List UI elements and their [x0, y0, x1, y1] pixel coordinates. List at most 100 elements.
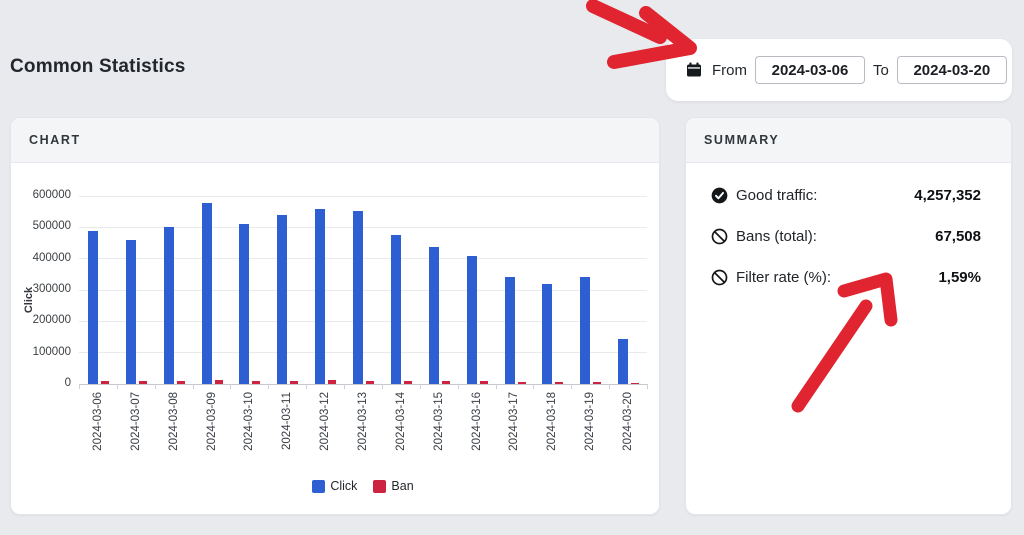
bar-ban-2024-03-09	[214, 380, 223, 384]
axis-tick	[571, 384, 573, 389]
bar-ban-2024-03-15	[441, 381, 450, 384]
bar-ban-2024-03-18	[555, 382, 564, 384]
chart-legend: Click Ban	[79, 479, 647, 493]
chart-panel-header: CHART	[11, 118, 659, 163]
bar-click-2024-03-17	[504, 277, 515, 384]
bar-ban-2024-03-10	[252, 380, 261, 384]
bar-click-2024-03-16	[466, 255, 477, 384]
bar-click-2024-03-15	[428, 247, 439, 384]
bar-click-2024-03-08	[163, 226, 174, 384]
bar-click-2024-03-10	[239, 223, 250, 384]
filter-rate-value: 1,59%	[938, 269, 981, 286]
x-axis: 2024-03-06 2024-03-07 2024-03-08 2024-03-09…	[11, 163, 659, 514]
axis-tick	[344, 384, 346, 389]
axis-tick	[154, 384, 156, 389]
date-from-input[interactable]	[755, 56, 865, 84]
axis-tick	[457, 384, 459, 389]
bar-ban-2024-03-07	[138, 380, 147, 384]
chart-panel: CHART Click 0 100000 200000 300000 400000 500…	[10, 117, 660, 515]
bar-ban-2024-03-14	[403, 380, 412, 384]
axis-tick	[79, 384, 80, 389]
summary-row-filter-rate: Filter rate (%): 1,59%	[711, 257, 981, 298]
x-tick-label: 2024-03-15	[432, 392, 445, 451]
x-tick-label: 2024-03-18	[546, 392, 559, 451]
gridline	[79, 383, 647, 385]
axis-tick	[116, 384, 118, 389]
x-tick-label: 2024-03-19	[584, 392, 597, 451]
summary-row-bans-total: Bans (total): 67,508	[711, 216, 981, 257]
axis-tick	[230, 384, 232, 389]
bar-ban-2024-03-11	[290, 380, 299, 384]
axis-tick	[381, 384, 383, 389]
x-tick-label: 2024-03-14	[394, 392, 407, 451]
bar-click-2024-03-13	[353, 210, 364, 384]
summary-row-good-traffic: Good traffic: 4,257,352	[711, 175, 981, 216]
bar-ban-2024-03-16	[479, 381, 488, 384]
bar-click-2024-03-18	[542, 284, 553, 384]
x-tick-label: 2024-03-17	[508, 392, 521, 451]
summary-panel-header: SUMMARY	[686, 118, 1011, 163]
legend-item-ban: Ban	[373, 479, 414, 493]
ban-icon	[711, 269, 728, 286]
axis-tick	[533, 384, 535, 389]
bar-click-2024-03-11	[277, 215, 288, 384]
axis-tick	[647, 384, 648, 389]
y-tick-label: 200000	[32, 314, 71, 327]
summary-panel: SUMMARY Good traffic: 4,257,352	[685, 117, 1012, 515]
bar-click-2024-03-09	[201, 203, 212, 384]
x-tick-label: 2024-03-16	[470, 392, 483, 451]
y-tick-label: 400000	[32, 251, 71, 264]
bar-ban-2024-03-13	[366, 380, 375, 384]
date-to-label: To	[873, 61, 889, 79]
good-traffic-value: 4,257,352	[914, 187, 981, 204]
axis-tick	[306, 384, 308, 389]
gridline	[79, 195, 647, 197]
bar-ban-2024-03-17	[517, 381, 526, 384]
date-to-input[interactable]	[896, 56, 1007, 84]
x-tick-label: 2024-03-06	[91, 392, 104, 451]
axis-tick	[419, 384, 421, 389]
bar-ban-2024-03-08	[176, 380, 185, 384]
y-tick-label: 500000	[32, 220, 71, 233]
bar-chart: Click 0 100000 200000 300000 400000 500000 600…	[11, 163, 659, 514]
axis-tick	[495, 384, 497, 389]
x-tick-label: 2024-03-10	[243, 392, 256, 451]
plot-area	[79, 195, 648, 389]
bans-total-value: 67,508	[935, 228, 981, 245]
x-tick-label: 2024-03-08	[167, 392, 180, 451]
bar-click-2024-03-19	[580, 276, 591, 384]
x-tick-label: 2024-03-09	[205, 392, 218, 451]
legend-swatch	[312, 479, 326, 493]
legend-item-click: Click	[312, 479, 357, 493]
bar-click-2024-03-07	[125, 240, 136, 384]
y-tick-label: 300000	[32, 283, 71, 295]
y-tick-label: 100000	[32, 345, 71, 358]
bar-ban-2024-03-20	[631, 382, 640, 384]
page-title: Common Statistics	[10, 56, 186, 77]
ban-icon	[711, 228, 728, 245]
x-tick-label: 2024-03-12	[319, 392, 332, 451]
check-circle-icon	[711, 187, 728, 204]
legend-label: Click	[330, 479, 358, 493]
legend-swatch	[373, 479, 387, 493]
bar-ban-2024-03-06	[101, 380, 109, 384]
y-tick-label: 600000	[32, 189, 71, 201]
y-tick-label: 0	[64, 377, 71, 389]
date-from-label: From	[712, 61, 747, 79]
bar-ban-2024-03-19	[593, 381, 602, 384]
filter-rate-label: Filter rate (%):	[736, 269, 832, 286]
bar-click-2024-03-14	[390, 234, 401, 384]
calendar-icon[interactable]	[686, 62, 702, 78]
summary-rows: Good traffic: 4,257,352 Bans (total): 67…	[686, 163, 1011, 298]
bar-click-2024-03-12	[315, 209, 326, 384]
good-traffic-label: Good traffic:	[736, 187, 818, 204]
bar-ban-2024-03-12	[328, 380, 337, 384]
axis-tick	[268, 384, 270, 389]
bar-click-2024-03-06	[88, 231, 98, 384]
x-tick-label: 2024-03-20	[622, 392, 635, 451]
x-tick-label: 2024-03-11	[281, 392, 294, 450]
date-filter-panel: From To	[666, 39, 1012, 101]
x-tick-label: 2024-03-13	[357, 392, 369, 451]
bans-total-label: Bans (total):	[736, 228, 817, 245]
